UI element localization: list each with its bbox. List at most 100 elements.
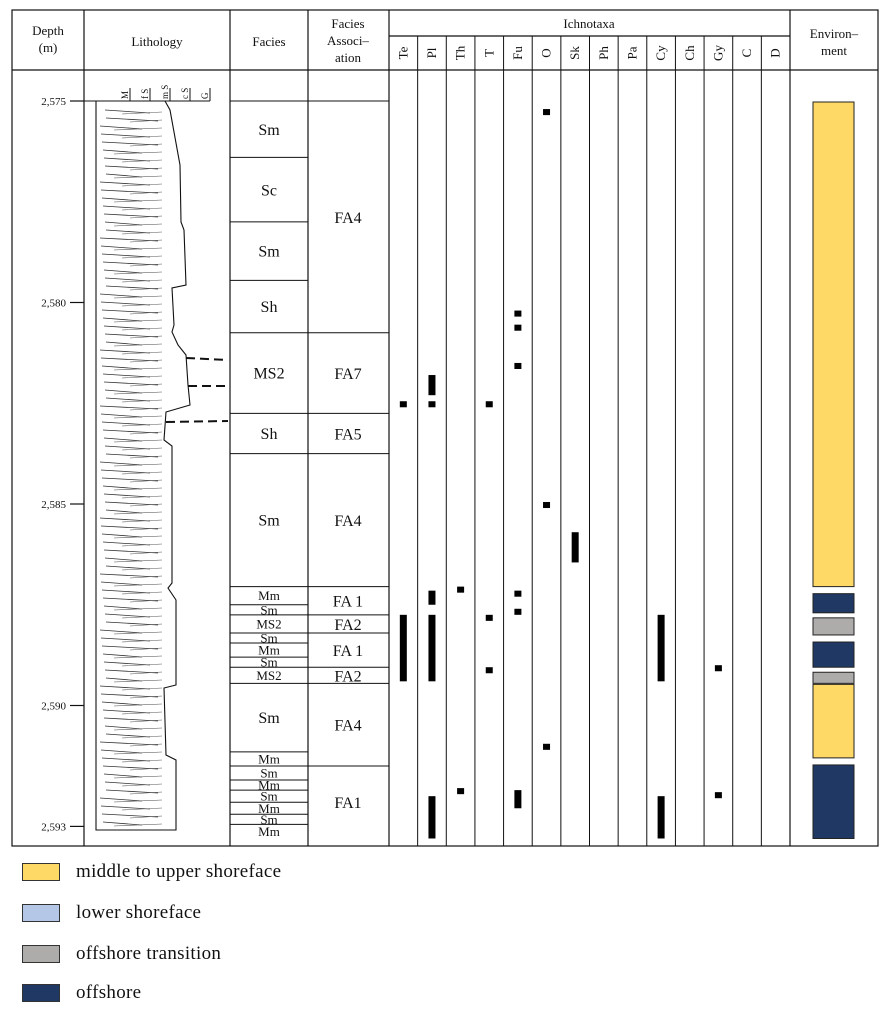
lamination-mark xyxy=(129,815,163,819)
facies-label: Mm xyxy=(258,778,280,793)
lamination-mark xyxy=(129,311,163,315)
lamination-mark xyxy=(113,127,163,131)
lamination-mark xyxy=(105,565,151,570)
facies-association-label: FA 1 xyxy=(333,643,363,660)
trace-occurrence-fu xyxy=(514,790,522,809)
lamination-mark xyxy=(121,399,163,403)
lamination-mark xyxy=(129,767,163,771)
depth-tick-label: 2,590 xyxy=(41,701,66,713)
legend-item-offshore: offshore xyxy=(22,982,382,1005)
lamination-mark xyxy=(100,357,159,362)
facies-header: Facies xyxy=(252,34,285,49)
lamination-mark xyxy=(105,509,143,514)
lamination-mark xyxy=(101,253,151,258)
lithology-profile xyxy=(95,100,191,831)
lamination-mark xyxy=(104,221,143,226)
lamination-mark xyxy=(113,415,163,419)
facies-label: Mm xyxy=(258,643,280,658)
facies-label: Mm xyxy=(258,824,280,839)
lamination-mark xyxy=(121,183,163,187)
legend-item-offshore-transition: offshore transition xyxy=(22,943,382,966)
lamination-mark xyxy=(104,669,159,674)
lamination-mark xyxy=(101,589,151,594)
lamination-mark xyxy=(113,487,163,491)
facies-association-label: FA4 xyxy=(334,718,361,735)
ichnotaxa-header: Ichnotaxa xyxy=(563,16,614,31)
facies-association-header-line1: Facies xyxy=(331,16,364,31)
lamination-mark xyxy=(103,661,151,666)
trace-occurrence-t xyxy=(485,667,493,674)
trace-occurrence-o xyxy=(543,109,551,116)
lamination-mark xyxy=(100,693,159,698)
trace-fossil-occurrences xyxy=(399,109,722,839)
facies-association-label: FA5 xyxy=(334,426,361,443)
lamination-mark xyxy=(101,533,143,538)
lamination-mark xyxy=(104,781,151,786)
trace-occurrence-cy xyxy=(657,614,665,682)
lamination-mark xyxy=(129,719,163,723)
lamination-mark xyxy=(129,743,163,747)
ichnotaxa-labels: Te Pl Th T Fu O Sk Ph Pa Cy Ch Gy C D xyxy=(395,45,782,61)
lamination-mark xyxy=(129,647,163,651)
lamination-mark xyxy=(121,735,163,739)
lamination-mark xyxy=(104,445,151,450)
lithology-header: Lithology xyxy=(131,34,183,49)
lamination-mark xyxy=(113,439,163,443)
lamination-mark xyxy=(129,671,163,675)
lamination-mark xyxy=(121,231,163,235)
lamination-mark xyxy=(105,229,151,234)
lamination-mark xyxy=(102,429,159,434)
legend-item-lower-shoreface: lower shoreface xyxy=(22,902,382,925)
lamination-mark xyxy=(99,573,159,578)
lamination-mark xyxy=(113,463,163,467)
lamination-mark xyxy=(113,559,163,563)
lamination-mark xyxy=(129,503,163,507)
facies-association-label: FA2 xyxy=(334,617,361,634)
lamination-mark xyxy=(121,207,163,211)
facies-label: MS2 xyxy=(253,366,284,383)
lamination-mark xyxy=(99,237,159,242)
lamination-mark xyxy=(100,245,143,250)
trace-occurrence-gy xyxy=(714,665,722,672)
lamination-mark xyxy=(129,263,163,267)
lamination-mark xyxy=(129,383,163,387)
lamination-mark xyxy=(121,279,163,283)
lamination-mark xyxy=(103,493,151,498)
ichnotaxon-label-t: T xyxy=(481,49,496,57)
lithology-correlation-lines xyxy=(165,357,229,423)
trace-occurrence-o xyxy=(543,743,551,750)
lamination-mark xyxy=(121,591,163,595)
ichnotaxon-label-pa: Pa xyxy=(624,46,639,59)
lamination-mark xyxy=(113,175,163,179)
lamination-mark xyxy=(121,471,163,475)
lamination-mark xyxy=(99,685,151,690)
facies-label: Sm xyxy=(260,812,277,827)
grain-size-label: c S xyxy=(180,88,190,99)
lamination-mark xyxy=(100,189,159,194)
lamination-mark xyxy=(104,277,151,282)
lamination-mark xyxy=(113,727,163,731)
lamination-mark xyxy=(129,407,163,411)
lamination-mark xyxy=(129,479,163,483)
lamination-mark xyxy=(113,295,163,299)
lamination-mark xyxy=(103,381,159,386)
lamination-mark xyxy=(100,413,143,418)
lamination-mark xyxy=(129,431,163,435)
lamination-mark xyxy=(121,519,163,523)
lamination-mark xyxy=(101,365,143,370)
lamination-mark xyxy=(129,791,163,795)
lamination-mark xyxy=(104,613,151,618)
facies-association-label: FA4 xyxy=(334,513,361,530)
lamination-mark xyxy=(99,517,151,522)
facies-label: Sm xyxy=(260,766,277,781)
facies-label: Mm xyxy=(258,588,280,603)
lamination-mark xyxy=(121,375,163,379)
lamination-mark xyxy=(100,581,143,586)
lamination-mark xyxy=(121,711,163,715)
lamination-mark xyxy=(121,303,163,307)
lamination-mark xyxy=(103,437,143,442)
facies-label: Sm xyxy=(260,789,277,804)
lamination-mark xyxy=(105,341,143,346)
